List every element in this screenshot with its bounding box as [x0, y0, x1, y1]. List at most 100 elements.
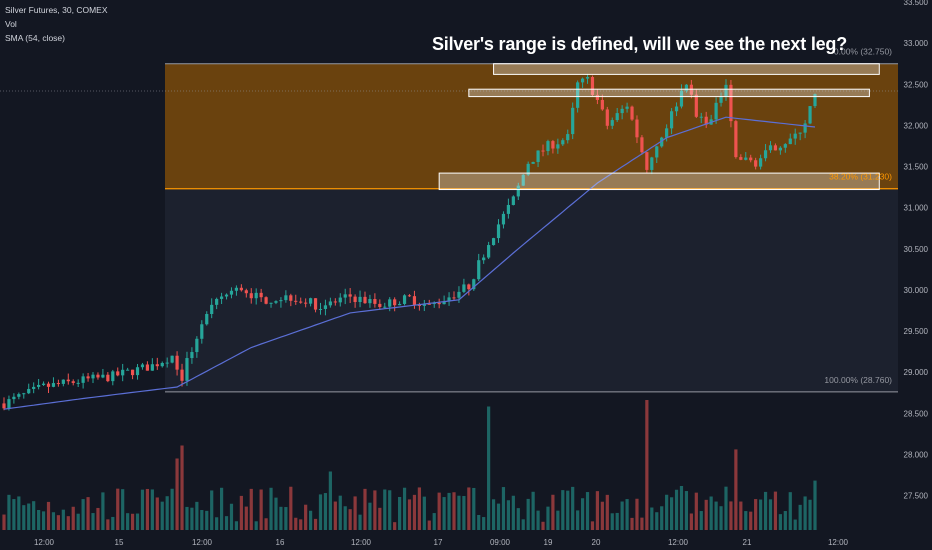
candle-body: [585, 77, 590, 79]
candle-body: [719, 96, 723, 103]
candle-body: [41, 383, 46, 385]
candle-body: [744, 157, 748, 160]
candle-body: [630, 106, 634, 120]
candle-body: [595, 94, 600, 100]
lower-fib-zone: [165, 188, 898, 392]
volume-bar: [165, 496, 169, 530]
volume-bar: [541, 521, 545, 530]
sma-indicator-label[interactable]: SMA (54, close): [5, 33, 65, 43]
volume-bar: [783, 511, 787, 530]
volume-bar: [32, 501, 36, 530]
time-tick-label: 12:00: [34, 538, 55, 547]
candle-body: [477, 260, 481, 280]
volume-bar: [546, 506, 550, 530]
volume-bar: [556, 510, 560, 530]
volume-bar: [71, 506, 75, 530]
candle-body: [91, 374, 95, 379]
volume-bar: [472, 487, 476, 530]
price-axis[interactable]: 27.500 28.000 28.500 29.000 29.500 30.000 30.5…: [898, 0, 932, 550]
volume-bar: [516, 508, 520, 530]
candle-body: [689, 84, 693, 95]
volume-indicator-label[interactable]: Vol: [5, 19, 17, 29]
price-tick-label: 30.000: [904, 286, 929, 295]
volume-bar: [313, 518, 318, 530]
candle-body: [472, 279, 476, 290]
volume-bar: [576, 510, 580, 530]
volume-bar: [76, 513, 80, 530]
volume-bar: [452, 492, 456, 530]
candle-body: [778, 147, 782, 151]
time-tick-label: 12:00: [828, 538, 849, 547]
candle-body: [234, 287, 239, 291]
volume-bar: [620, 501, 624, 530]
candle-body: [393, 299, 397, 306]
candle-body: [264, 297, 268, 304]
volume-bar: [462, 496, 466, 530]
candle-body: [763, 150, 768, 159]
volume-bar: [180, 445, 184, 530]
candle-body: [27, 388, 31, 394]
volume-bar: [506, 500, 511, 530]
price-tick-label: 33.000: [904, 39, 929, 48]
volume-bar: [140, 489, 145, 530]
candle-body: [402, 295, 407, 304]
time-axis[interactable]: 12:00 15 12:00 16 12:00 17 09:00 19 20 12:00 21 12:…: [34, 538, 849, 547]
candle-body: [566, 134, 570, 141]
fib-level-label: 38.20% (31.230): [829, 172, 892, 182]
candle-body: [803, 123, 807, 133]
volume-bar: [739, 501, 743, 530]
symbol-title[interactable]: Silver Futures, 30, COMEX: [5, 5, 108, 15]
candle-body: [185, 358, 189, 381]
volume-bar: [81, 499, 85, 530]
candle-body: [655, 146, 659, 158]
time-tick-label: 16: [276, 538, 285, 547]
candle-body: [699, 116, 703, 118]
volume-bar: [719, 506, 723, 530]
volume-bar: [684, 491, 689, 530]
volume-bar: [561, 490, 565, 530]
volume-bar: [511, 495, 515, 530]
price-tick-label: 32.500: [904, 80, 929, 89]
volume-bars: [2, 400, 817, 530]
volume-bar: [219, 487, 224, 530]
fib-level-label: 0.00% (32.750): [834, 47, 892, 57]
candle-body: [734, 121, 738, 158]
volume-bar: [388, 490, 392, 530]
candle-body: [768, 145, 773, 151]
volume-bar: [694, 492, 698, 530]
volume-bar: [674, 489, 679, 530]
candle-body: [684, 84, 689, 91]
candle-body: [111, 371, 115, 382]
candle-body: [274, 301, 278, 303]
volume-bar: [46, 501, 51, 530]
volume-bar: [763, 491, 768, 530]
volume-bar: [580, 498, 585, 530]
volume-bar: [200, 510, 204, 530]
volume-bar: [432, 513, 436, 530]
candle-body: [383, 306, 387, 308]
candle-body: [323, 305, 328, 309]
time-tick-label: 15: [115, 538, 124, 547]
volume-bar: [66, 516, 70, 530]
candle-body: [145, 364, 150, 371]
candle-body: [506, 204, 511, 214]
volume-bar: [625, 499, 629, 530]
candle-body: [754, 160, 758, 167]
volume-bar: [215, 517, 219, 530]
volume-bar: [808, 499, 812, 530]
price-tick-label: 29.500: [904, 327, 929, 336]
volume-bar: [645, 400, 649, 530]
candle-body: [121, 369, 125, 376]
volume-bar: [759, 499, 763, 530]
volume-bar: [7, 494, 11, 530]
candle-body: [427, 303, 431, 305]
volume-bar: [12, 499, 16, 530]
candle-body: [749, 157, 753, 161]
volume-bar: [402, 487, 407, 530]
candle-body: [501, 213, 506, 225]
candle-body: [76, 382, 80, 384]
candle-body: [521, 174, 525, 186]
candle-body: [135, 367, 140, 376]
volume-bar: [437, 492, 441, 530]
candle-body: [556, 144, 560, 149]
